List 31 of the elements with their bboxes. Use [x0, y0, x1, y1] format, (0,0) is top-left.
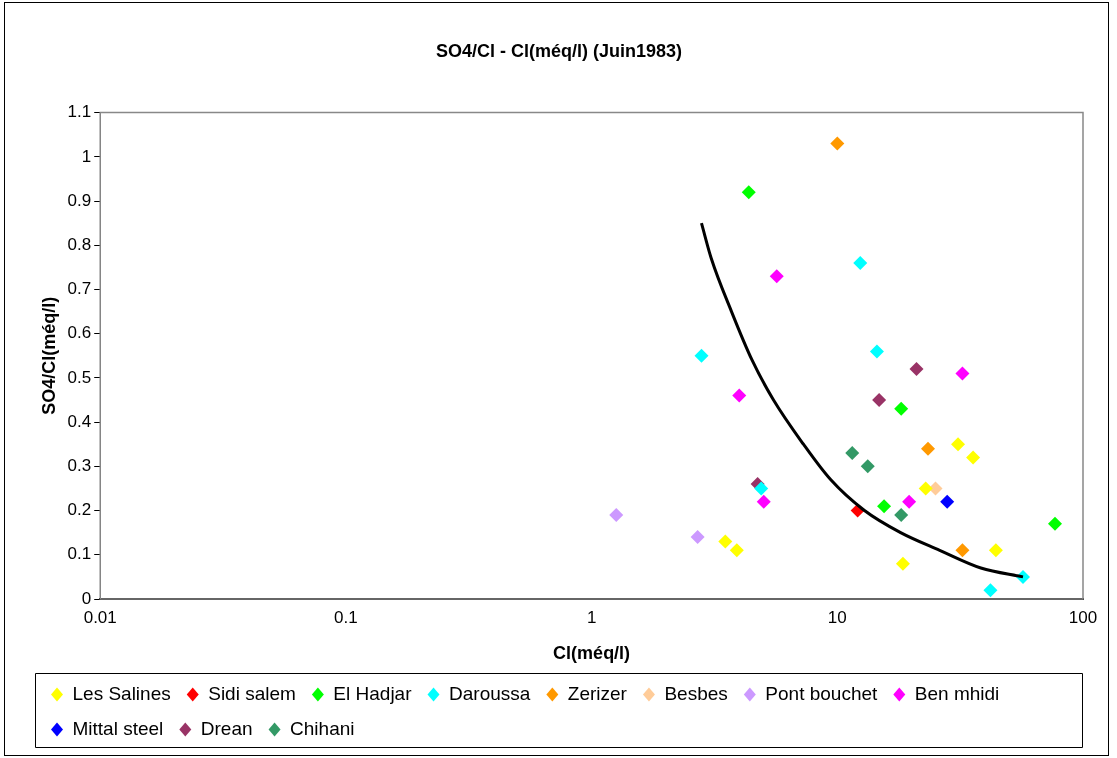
legend-label: Besbes [664, 682, 728, 704]
y-tick-label: 0.8 [67, 234, 92, 254]
y-tick-label: 0.7 [67, 279, 92, 299]
legend-label: Pont bouchet [765, 682, 879, 704]
y-tick-label: 0.4 [67, 411, 92, 431]
chart-title: SO4/Cl - Cl(méq/l) (Juin1983) [435, 40, 683, 61]
y-axis-title: SO4/Cl(méq/l) [38, 296, 59, 415]
y-tick-label: 0.5 [67, 367, 92, 387]
legend-label: Zerizer [567, 682, 628, 704]
legend-label: Drean [200, 717, 253, 739]
legend-label: Sidi salem [208, 682, 296, 704]
legend-label: El Hadjar [333, 682, 413, 704]
x-tick-label: 0.1 [334, 607, 358, 627]
y-tick-label: 0 [81, 588, 92, 608]
y-tick-label: 0.6 [67, 323, 92, 343]
y-tick-label: 1.1 [67, 102, 92, 122]
x-tick-label: 100 [1068, 607, 1098, 627]
legend-label: Les Salines [72, 682, 171, 704]
x-tick-label: 1 [586, 607, 597, 627]
y-tick-label: 0.2 [67, 500, 92, 520]
x-tick-label: 10 [827, 607, 847, 627]
legend-label: Mittal steel [72, 717, 164, 739]
y-tick-label: 1 [81, 146, 92, 166]
y-tick-label: 0.3 [67, 456, 92, 476]
x-axis-title: Cl(méq/l) [553, 643, 631, 664]
legend-label: Ben mhidi [914, 682, 1000, 704]
y-tick-label: 0.9 [67, 190, 92, 210]
x-tick-label: 0.01 [83, 607, 117, 627]
y-tick-label: 0.1 [67, 544, 92, 564]
legend-label: Chihani [290, 717, 355, 739]
legend-label: Daroussa [449, 682, 531, 704]
